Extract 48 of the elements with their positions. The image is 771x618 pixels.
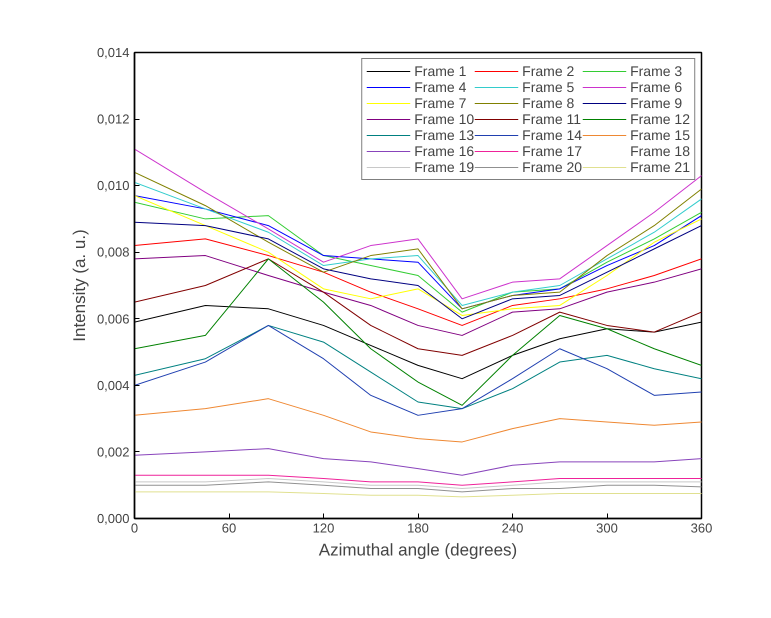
y-tick-label: 0,014 <box>96 45 130 60</box>
line-series <box>134 238 702 326</box>
legend-label: Frame 19 <box>414 159 474 175</box>
line-series <box>134 258 702 406</box>
legend-label: Frame 15 <box>630 127 690 143</box>
x-tick-label: 180 <box>407 520 429 536</box>
x-tick-label: 240 <box>502 520 524 536</box>
legend-label: Frame 7 <box>414 95 466 111</box>
legend-label: Frame 4 <box>414 79 466 95</box>
legend-label: Frame 16 <box>414 143 474 159</box>
y-tick-label: 0,010 <box>96 178 130 194</box>
line-series <box>134 255 702 336</box>
line-series <box>134 448 702 476</box>
y-axis-title: Intensity (a. u.) <box>70 229 89 342</box>
line-series <box>134 398 702 442</box>
line-series <box>134 258 702 356</box>
legend-label: Frame 8 <box>522 95 574 111</box>
legend-label: Frame 13 <box>414 127 474 143</box>
legend-label: Frame 12 <box>630 111 690 127</box>
x-tick-label: 360 <box>690 520 712 536</box>
legend-label: Frame 14 <box>522 127 582 143</box>
y-tick-label: 0,012 <box>96 112 130 127</box>
legend-label: Frame 5 <box>522 79 574 95</box>
text: Frame 18 <box>630 143 690 159</box>
x-tick-label: 300 <box>596 520 618 536</box>
y-tick-label: 0,008 <box>96 244 130 260</box>
line-series <box>134 474 702 486</box>
y-tick-label: 0,004 <box>96 378 130 393</box>
x-axis-title: Azimuthal angle (degrees) <box>318 540 518 560</box>
legend-label: Frame 21 <box>630 159 690 175</box>
y-tick-label: 0,006 <box>96 311 130 326</box>
legend-label: Frame 2 <box>522 63 574 79</box>
y-tick-label: 0,002 <box>96 444 130 460</box>
legend-label: Frame 3 <box>630 63 682 79</box>
x-tick-label: 120 <box>312 520 334 536</box>
x-tick-label: 0 <box>130 520 138 536</box>
x-tick-label: 60 <box>222 520 236 536</box>
y-tick-label: 0,000 <box>96 511 130 526</box>
legend-label: Frame 9 <box>630 95 682 111</box>
legend-label: Frame 20 <box>522 159 582 175</box>
legend-label: Frame 11 <box>522 111 582 127</box>
legend-label: Frame 6 <box>630 79 682 95</box>
legend-label: Frame 1 <box>414 63 466 79</box>
line-series <box>134 222 702 320</box>
line-series <box>134 481 702 492</box>
legend-label: Frame 17 <box>522 143 582 159</box>
legend-label: Frame 10 <box>414 111 474 127</box>
line-series <box>134 478 702 490</box>
